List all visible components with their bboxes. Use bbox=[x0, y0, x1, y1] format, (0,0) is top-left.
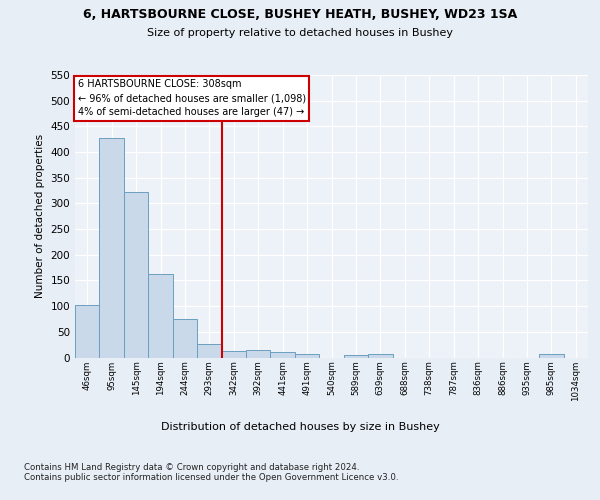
Bar bbox=[124, 192, 148, 358]
Bar bbox=[148, 274, 173, 357]
Text: Distribution of detached houses by size in Bushey: Distribution of detached houses by size … bbox=[161, 422, 439, 432]
Bar bbox=[246, 350, 271, 358]
Bar bbox=[539, 354, 563, 358]
Bar bbox=[75, 304, 100, 358]
Bar bbox=[368, 354, 392, 358]
Bar bbox=[271, 352, 295, 358]
Bar bbox=[100, 138, 124, 358]
Bar bbox=[173, 319, 197, 358]
Bar bbox=[197, 344, 221, 357]
Y-axis label: Number of detached properties: Number of detached properties bbox=[35, 134, 45, 298]
Bar bbox=[344, 355, 368, 358]
Text: Contains HM Land Registry data © Crown copyright and database right 2024.
Contai: Contains HM Land Registry data © Crown c… bbox=[24, 462, 398, 482]
Text: 6 HARTSBOURNE CLOSE: 308sqm
← 96% of detached houses are smaller (1,098)
4% of s: 6 HARTSBOURNE CLOSE: 308sqm ← 96% of det… bbox=[77, 79, 305, 117]
Text: 6, HARTSBOURNE CLOSE, BUSHEY HEATH, BUSHEY, WD23 1SA: 6, HARTSBOURNE CLOSE, BUSHEY HEATH, BUSH… bbox=[83, 8, 517, 20]
Bar bbox=[221, 352, 246, 358]
Bar bbox=[295, 354, 319, 358]
Text: Size of property relative to detached houses in Bushey: Size of property relative to detached ho… bbox=[147, 28, 453, 38]
